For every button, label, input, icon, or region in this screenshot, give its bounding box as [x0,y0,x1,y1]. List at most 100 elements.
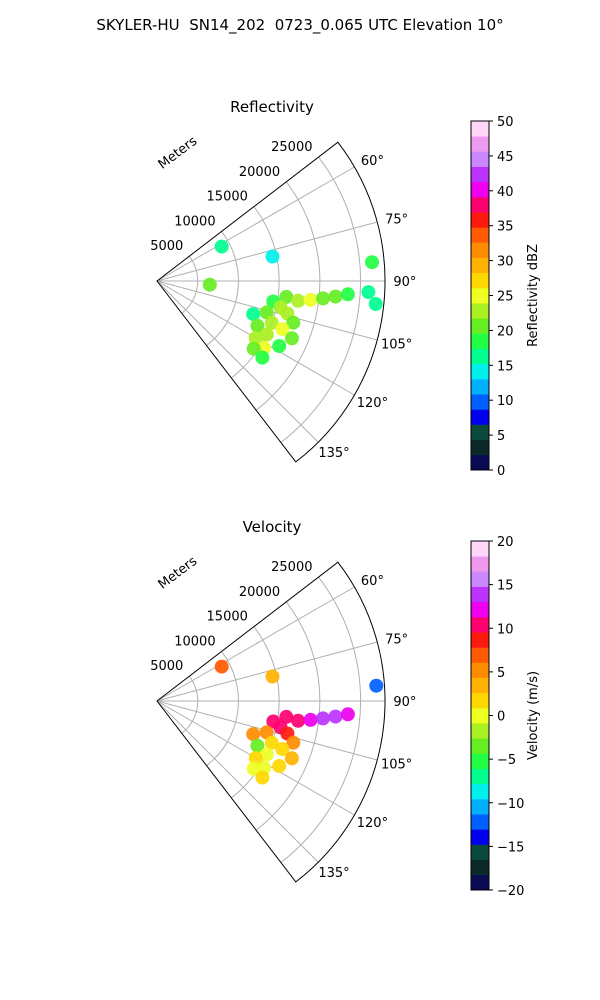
echo-cell [259,305,274,320]
colorbar-segment [471,454,489,471]
panel-title: Velocity [243,518,302,536]
echo-cell [286,735,301,750]
echo-cell [246,307,261,322]
echo-cell [248,331,263,345]
colorbar-tick-label: 40 [497,185,514,200]
colorbar-tick-label: 5 [497,429,505,444]
echo-cell [316,291,330,306]
colorbar-label: Reflectivity dBZ [526,244,541,347]
range-axis-label: Meters [156,554,201,593]
azimuth-tick-label: 90° [393,695,416,710]
echo-cell [255,350,270,365]
azimuth-gridline [156,221,378,282]
colorbar-segment [471,409,489,425]
range-tick-label: 15000 [207,610,248,625]
azimuth-tick-label: 120° [357,396,388,411]
colorbar-tick-label: 15 [497,359,514,374]
echo-cell [265,249,280,264]
colorbar-segment [471,753,489,769]
range-ring [280,576,362,863]
echo-cell [259,747,274,762]
echo-cell [279,709,294,724]
echo-cell [340,287,355,302]
echo-cell [214,239,229,254]
colorbar-segment [471,723,489,739]
colorbar-segment [471,707,489,724]
echo-cell [250,738,265,753]
colorbar-segment [471,814,489,830]
colorbar-segment [471,303,489,319]
azimuth-gridline [156,586,355,702]
colorbar-segment [471,121,489,137]
azimuth-tick-label: 90° [393,275,416,290]
echo-cell [248,751,263,765]
colorbar-segment [471,647,489,663]
range-tick-label: 5000 [150,659,183,674]
colorbar-segment [471,394,489,410]
echo-cell [246,727,261,742]
colorbar-segment [471,541,489,557]
echo-cell [272,759,287,773]
azimuth-gridline [156,641,378,702]
range-tick-label: 10000 [174,634,215,649]
echo-cell [303,712,318,727]
azimuth-tick-label: 105° [381,338,412,353]
azimuth-tick-label: 60° [361,574,384,589]
echo-cell [264,315,279,330]
figure-title: SKYLER-HU SN14_202 0723_0.065 UTC Elevat… [96,16,504,34]
colorbar-segment [471,798,489,815]
range-ring [206,651,239,766]
colorbar-segment [471,844,489,861]
colorbar-segment [471,363,489,380]
colorbar-tick-label: 0 [497,710,505,725]
colorbar-segment [471,196,489,213]
colorbar-segment [471,556,489,572]
echo-cell [291,293,306,308]
colorbar-tick-label: 50 [497,115,514,130]
azimuth-tick-label: 120° [357,816,388,831]
colorbar-segment [471,257,489,274]
colorbar-segment [471,424,489,441]
colorbar-tick-label: 35 [497,220,514,235]
colorbar-segment [471,151,489,167]
colorbar-segment [471,692,489,709]
echo-cell [265,669,280,684]
colorbar-segment [471,166,489,183]
colorbar-segment [471,227,489,243]
range-ring [206,231,239,346]
colorbar-segment [471,212,489,228]
echo-cell [264,735,279,750]
colorbar-segment [471,318,489,334]
range-ring [181,255,199,314]
echo-cell [272,339,287,353]
range-tick-label: 20000 [239,165,280,180]
echo-cell [246,341,261,356]
colorbar-tick-label: 10 [497,622,514,637]
echo-cell [202,277,217,292]
colorbar-tick-label: −10 [497,797,524,812]
colorbar-tick-label: 20 [497,324,514,339]
range-tick-label: 10000 [174,214,215,229]
colorbar-segment [471,348,489,365]
echo-cell [340,707,355,722]
azimuth-tick-label: 105° [381,758,412,773]
colorbar-segment [471,242,489,258]
echo-cell [369,678,384,693]
range-tick-label: 20000 [239,585,280,600]
colorbar-segment [471,662,489,678]
azimuth-tick-label: 60° [361,154,384,169]
colorbar-tick-label: 45 [497,150,514,165]
colorbar-segment [471,859,489,876]
colorbar-segment [471,136,489,152]
echo-cell [286,315,301,330]
echo-cell [255,770,270,785]
colorbar: 0 5 10 15 20 25 30 35 40 45 50 Reflectivity dBZ [470,115,541,479]
range-ring [181,675,199,734]
azimuth-gridline [156,280,319,443]
colorbar-tick-label: 0 [497,464,505,479]
echo-cell [361,285,376,300]
colorbar-segment [471,181,489,198]
colorbar-tick-label: 10 [497,394,514,409]
range-ring [280,156,362,443]
